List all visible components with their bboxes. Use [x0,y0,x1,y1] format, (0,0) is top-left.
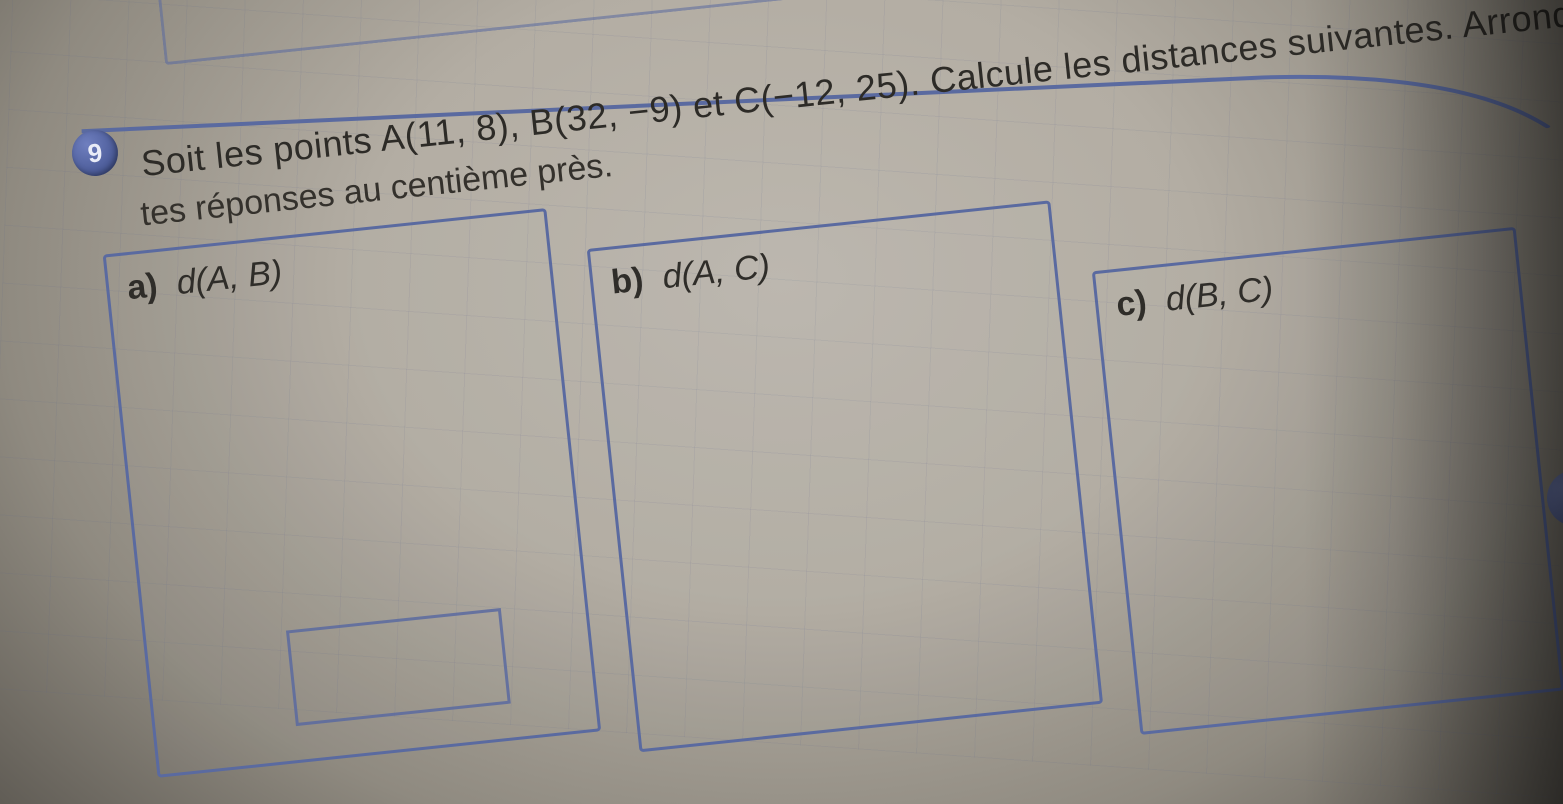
page: 9 Soit les points A(11, 8), B(32, −9) et… [0,0,1563,804]
part-c-tag: c) [1114,283,1148,324]
part-a-tag: a) [125,266,159,307]
part-c-fn: d(B, C) [1164,270,1275,319]
answer-box-c: c) d(B, C) [1092,227,1563,735]
part-a-fn: d(A, B) [175,253,284,302]
answer-box-b: b) d(A, C) [587,200,1103,752]
part-c-label: c) d(B, C) [1114,270,1275,325]
part-b-tag: b) [609,260,645,301]
part-b-label: b) d(A, C) [609,247,771,302]
exercise-number: 9 [86,137,104,169]
answer-box-a: a) d(A, B) [103,208,602,778]
answer-a-inner-box [286,608,511,726]
part-a-label: a) d(A, B) [125,253,284,308]
part-b-fn: d(A, C) [661,247,772,296]
